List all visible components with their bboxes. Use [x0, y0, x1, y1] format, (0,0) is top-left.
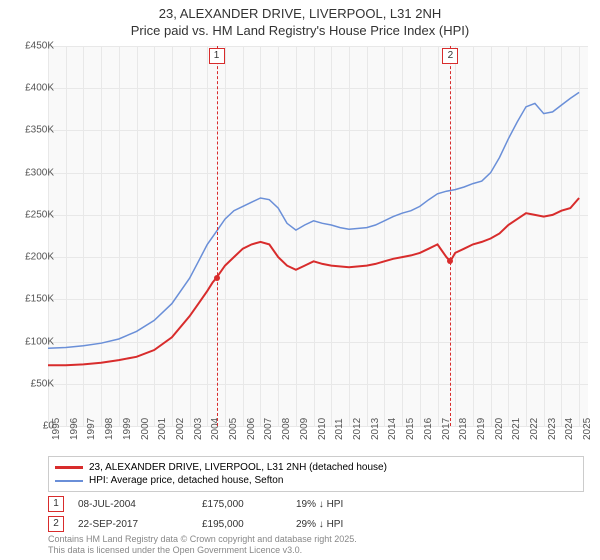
sale-dot-2	[447, 258, 453, 264]
footer: Contains HM Land Registry data © Crown c…	[48, 534, 357, 556]
chart-title: 23, ALEXANDER DRIVE, LIVERPOOL, L31 2NH …	[0, 0, 600, 40]
marker-box-2: 2	[48, 516, 64, 532]
legend-label-hpi: HPI: Average price, detached house, Seft…	[89, 475, 283, 486]
marker-row-1: 1 08-JUL-2004 £175,000 19% ↓ HPI	[48, 494, 584, 514]
series-property	[48, 198, 579, 365]
marker-date-2: 22-SEP-2017	[78, 519, 188, 530]
series-hpi	[48, 92, 579, 348]
title-line1: 23, ALEXANDER DRIVE, LIVERPOOL, L31 2NH	[159, 6, 442, 21]
marker-line-1	[217, 46, 218, 426]
marker-row-2: 2 22-SEP-2017 £195,000 29% ↓ HPI	[48, 514, 584, 534]
marker-box-1: 1	[48, 496, 64, 512]
title-line2: Price paid vs. HM Land Registry's House …	[131, 23, 469, 38]
legend-swatch-hpi	[55, 480, 83, 482]
marker-date-1: 08-JUL-2004	[78, 499, 188, 510]
legend-row-property: 23, ALEXANDER DRIVE, LIVERPOOL, L31 2NH …	[55, 461, 577, 474]
sale-dot-1	[214, 275, 220, 281]
marker-box-plot-1: 1	[209, 48, 225, 64]
chart-container: 23, ALEXANDER DRIVE, LIVERPOOL, L31 2NH …	[0, 0, 600, 560]
chart-lines	[48, 46, 588, 426]
legend: 23, ALEXANDER DRIVE, LIVERPOOL, L31 2NH …	[48, 456, 584, 492]
footer-line1: Contains HM Land Registry data © Crown c…	[48, 534, 357, 544]
marker-table: 1 08-JUL-2004 £175,000 19% ↓ HPI 2 22-SE…	[48, 494, 584, 534]
marker-line-2	[450, 46, 451, 426]
marker-price-2: £195,000	[202, 519, 282, 530]
marker-pct-1: 19% ↓ HPI	[296, 499, 396, 510]
marker-box-plot-2: 2	[442, 48, 458, 64]
marker-pct-2: 29% ↓ HPI	[296, 519, 396, 530]
footer-line2: This data is licensed under the Open Gov…	[48, 545, 302, 555]
legend-swatch-property	[55, 466, 83, 469]
legend-label-property: 23, ALEXANDER DRIVE, LIVERPOOL, L31 2NH …	[89, 462, 387, 473]
legend-row-hpi: HPI: Average price, detached house, Seft…	[55, 474, 577, 487]
marker-price-1: £175,000	[202, 499, 282, 510]
